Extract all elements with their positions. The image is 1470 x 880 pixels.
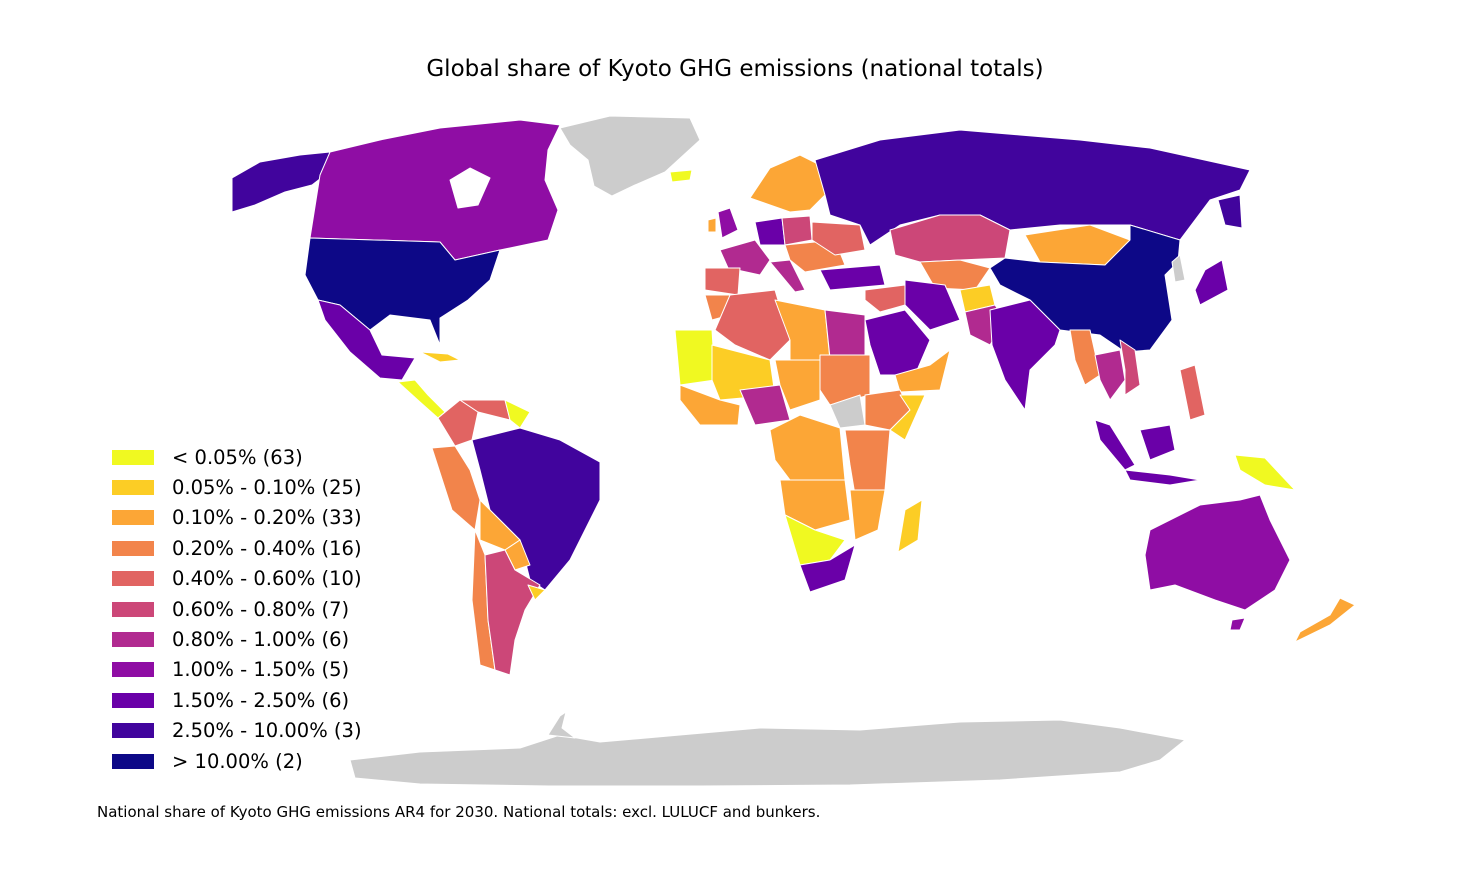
legend-label: < 0.05% (63) <box>172 445 303 469</box>
legend-swatch <box>112 723 154 739</box>
legend-swatch <box>112 449 154 465</box>
namibia-botswana <box>784 514 846 566</box>
legend-entry: 0.20% - 0.40% (16) <box>112 533 362 563</box>
legend-entry: 0.40% - 0.60% (10) <box>112 564 362 594</box>
legend-label: 0.10% - 0.20% (33) <box>172 506 362 530</box>
yemen-oman <box>894 349 951 393</box>
new-guinea <box>1234 454 1296 491</box>
uk <box>717 207 739 239</box>
vietnam <box>1119 339 1141 396</box>
new-zealand <box>1294 597 1356 643</box>
map-title: Global share of Kyoto GHG emissions (nat… <box>426 56 1044 82</box>
legend-label: 1.50% - 2.50% (6) <box>172 688 350 712</box>
antarctica <box>349 719 1186 787</box>
chad-niger <box>774 359 821 411</box>
legend-entry: 1.00% - 1.50% (5) <box>112 655 362 685</box>
legend-entry: 2.50% - 10.00% (3) <box>112 716 362 746</box>
indonesia-borneo <box>1139 424 1176 461</box>
ireland <box>707 217 717 233</box>
thailand <box>1094 349 1126 401</box>
scandinavia <box>749 154 826 213</box>
argentina <box>484 549 541 676</box>
iraq-syria <box>864 284 906 313</box>
legend-label: 0.60% - 0.80% (7) <box>172 597 350 621</box>
turkey <box>819 264 886 291</box>
greenland <box>559 115 701 197</box>
cuba <box>419 351 461 363</box>
legend-entry: 0.60% - 0.80% (7) <box>112 594 362 624</box>
legend-label: 1.00% - 1.50% (5) <box>172 658 350 682</box>
legend-entry: < 0.05% (63) <box>112 442 362 472</box>
ukraine <box>811 221 866 256</box>
legend-swatch <box>112 662 154 678</box>
central-africa <box>769 414 846 481</box>
indonesia-java <box>1124 469 1201 486</box>
west-africa-coast <box>679 384 741 426</box>
legend-label: 0.40% - 0.60% (10) <box>172 567 362 591</box>
mexico <box>317 299 416 381</box>
hudson-bay <box>449 167 491 209</box>
central-america <box>397 379 446 419</box>
colombia <box>437 399 479 447</box>
legend-entry: > 10.00% (2) <box>112 746 362 776</box>
poland <box>781 215 813 246</box>
legend-entry: 0.05% - 0.10% (25) <box>112 472 362 502</box>
france <box>719 239 771 276</box>
kenya-tanzania <box>844 429 891 496</box>
legend-entry: 0.10% - 0.20% (33) <box>112 503 362 533</box>
legend-swatch <box>112 540 154 556</box>
egypt <box>824 309 866 359</box>
legend-swatch <box>112 510 154 526</box>
iberia <box>704 267 741 296</box>
philippines <box>1179 364 1206 421</box>
russia <box>814 129 1251 246</box>
angola-zambia <box>779 479 851 531</box>
legend-swatch <box>112 692 154 708</box>
alaska <box>231 151 331 213</box>
legend-label: 0.05% - 0.10% (25) <box>172 476 362 500</box>
legend-swatch <box>112 571 154 587</box>
peru <box>431 445 481 531</box>
korea <box>1171 254 1186 283</box>
map-footnote: National share of Kyoto GHG emissions AR… <box>97 803 821 821</box>
legend-label: 2.50% - 10.00% (3) <box>172 719 362 743</box>
myanmar <box>1069 329 1101 386</box>
legend-entry: 1.50% - 2.50% (6) <box>112 685 362 715</box>
sudan <box>819 354 871 406</box>
map-legend: < 0.05% (63) 0.05% - 0.10% (25) 0.10% - … <box>112 442 362 776</box>
mozambique <box>849 489 886 541</box>
somalia <box>889 394 926 441</box>
kamchatka <box>1217 194 1243 229</box>
antarctic-peninsula <box>547 711 576 739</box>
uruguay <box>527 584 546 601</box>
legend-label: 0.80% - 1.00% (6) <box>172 628 350 652</box>
tasmania <box>1229 617 1246 631</box>
legend-label: 0.20% - 0.40% (16) <box>172 536 362 560</box>
legend-entry: 0.80% - 1.00% (6) <box>112 624 362 654</box>
south-africa <box>799 544 856 593</box>
legend-swatch <box>112 601 154 617</box>
indonesia-sumatra <box>1094 419 1136 471</box>
india <box>989 299 1061 411</box>
legend-label: > 10.00% (2) <box>172 749 303 773</box>
brazil <box>471 427 601 591</box>
guianas <box>504 399 531 429</box>
australia <box>1144 494 1291 611</box>
legend-swatch <box>112 753 154 769</box>
italy <box>769 259 806 293</box>
germany <box>754 217 786 246</box>
legend-swatch <box>112 632 154 648</box>
china <box>989 224 1181 353</box>
legend-swatch <box>112 480 154 496</box>
madagascar <box>897 499 923 553</box>
japan <box>1194 259 1229 306</box>
iceland <box>669 169 693 183</box>
western-sahara-mauritania <box>674 329 716 386</box>
